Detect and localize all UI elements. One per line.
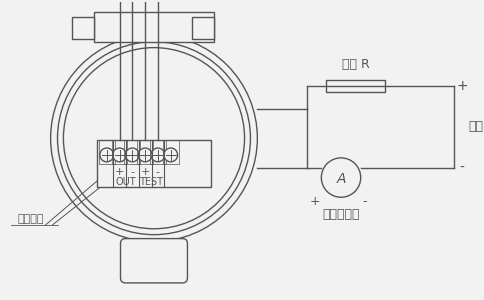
Bar xyxy=(97,140,211,188)
Circle shape xyxy=(151,148,165,162)
Bar xyxy=(192,17,214,39)
Bar xyxy=(112,140,127,164)
Circle shape xyxy=(138,148,152,162)
Text: A: A xyxy=(336,172,346,185)
Bar xyxy=(150,140,166,164)
Bar xyxy=(137,140,153,164)
Text: -: - xyxy=(363,195,367,208)
Text: TEST: TEST xyxy=(139,178,164,188)
Text: +: + xyxy=(310,195,321,208)
Circle shape xyxy=(125,148,139,162)
Text: 直流电流表: 直流电流表 xyxy=(322,208,360,221)
Circle shape xyxy=(321,158,361,197)
Bar xyxy=(99,140,115,164)
Circle shape xyxy=(113,148,126,162)
Text: -: - xyxy=(156,167,160,177)
Text: -: - xyxy=(130,167,135,177)
Text: 电源: 电源 xyxy=(469,120,484,134)
Text: 负载 R: 负载 R xyxy=(342,58,370,71)
Text: +: + xyxy=(456,79,468,93)
Bar xyxy=(163,140,179,164)
Bar xyxy=(326,80,385,92)
Circle shape xyxy=(100,148,114,162)
Bar xyxy=(124,140,140,164)
Text: OUT: OUT xyxy=(116,178,136,188)
Text: +: + xyxy=(115,167,124,177)
Bar xyxy=(72,17,94,39)
Circle shape xyxy=(164,148,178,162)
Text: +: + xyxy=(140,167,150,177)
Text: -: - xyxy=(460,161,465,175)
FancyBboxPatch shape xyxy=(121,238,187,283)
Bar xyxy=(94,12,214,42)
Text: 电源接线: 电源接线 xyxy=(18,214,44,224)
